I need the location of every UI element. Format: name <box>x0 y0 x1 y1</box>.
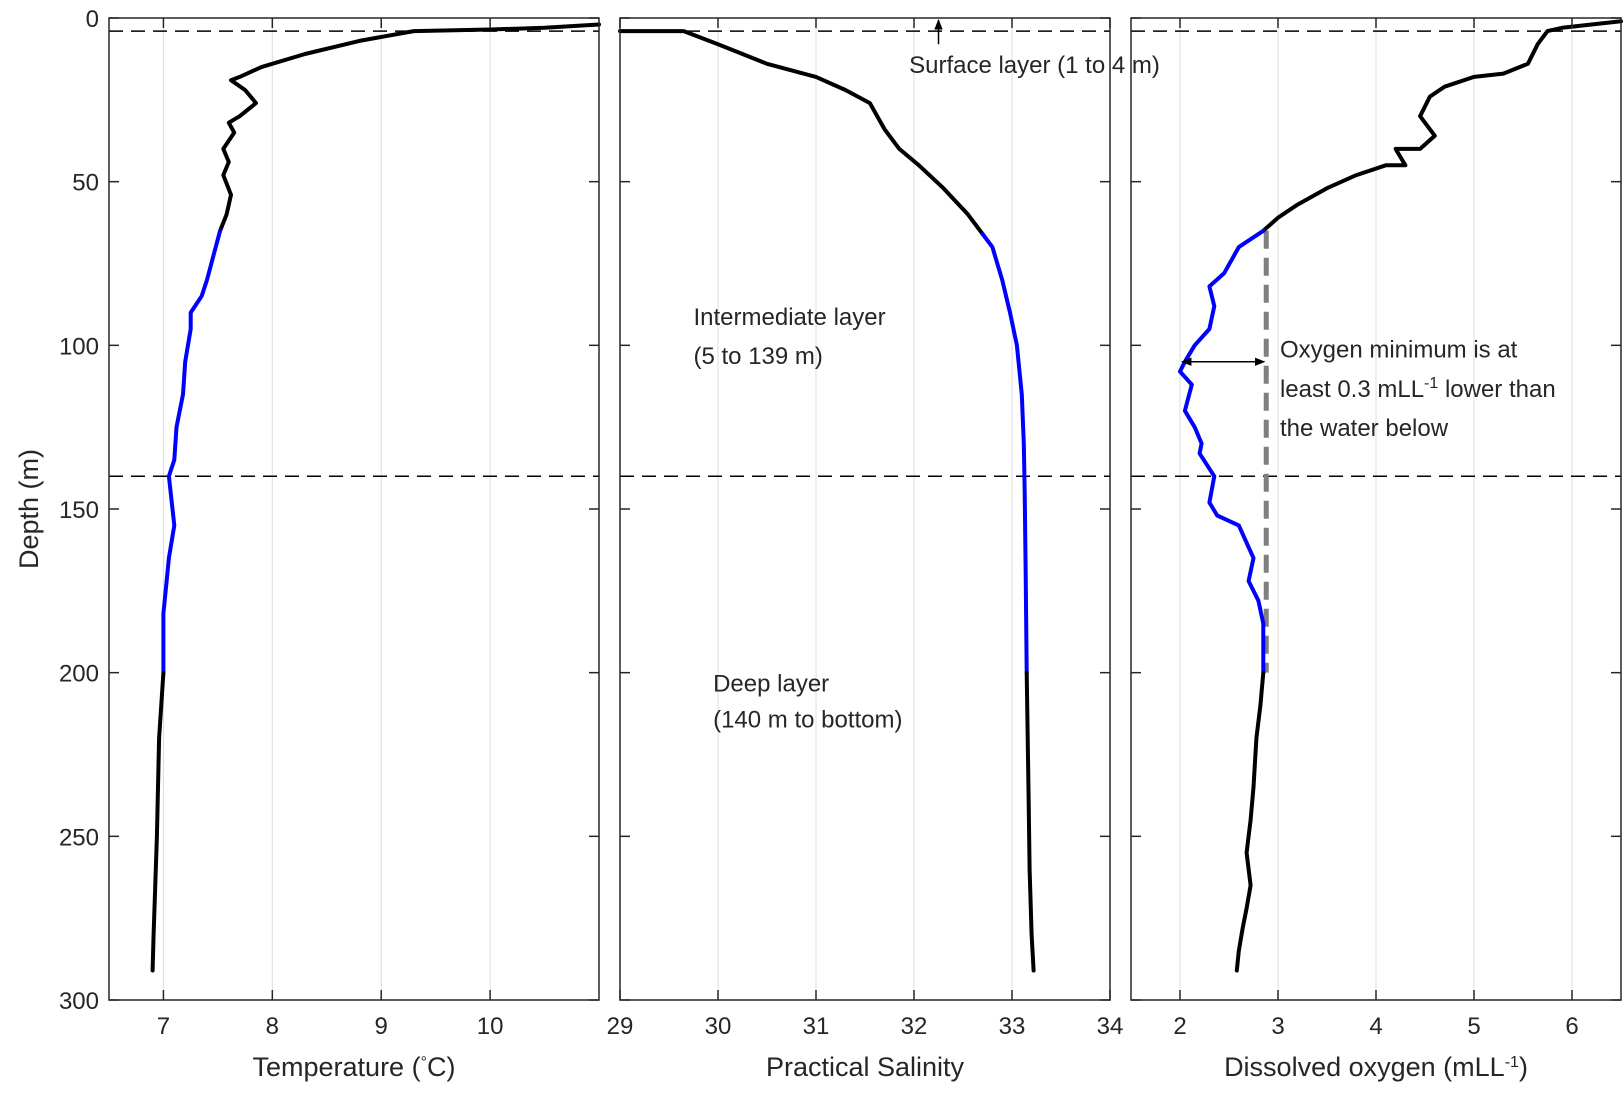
annotation-text-p3-1: least 0.3 mLL-1 lower than <box>1280 375 1556 403</box>
x-axis-label-p3: Dissolved oxygen (mLL-1) <box>1224 1052 1528 1082</box>
profile-line-p1-s0 <box>220 25 599 231</box>
y-axis-label: Depth (m) <box>14 449 44 569</box>
y-tick-label-1: 50 <box>72 170 99 197</box>
annotation-text-p2-2: (5 to 139 m) <box>694 343 823 370</box>
x-tick-label-p3-4: 6 <box>1565 1013 1578 1040</box>
x-tick-label-p3-3: 5 <box>1467 1013 1480 1040</box>
x-tick-label-p2-5: 34 <box>1097 1013 1124 1040</box>
axes-frame-p1 <box>109 18 599 1000</box>
x-tick-label-p2-1: 30 <box>705 1013 732 1040</box>
profile-line-p2-s1 <box>983 234 1027 673</box>
axes-frame-p2 <box>620 18 1110 1000</box>
y-tick-label-2: 100 <box>59 333 99 360</box>
y-tick-label-4: 200 <box>59 661 99 688</box>
x-tick-label-p2-3: 32 <box>901 1013 928 1040</box>
annotation-text-p2-4: (140 m to bottom) <box>713 706 902 733</box>
annotation-text-p2-0: Surface layer (1 to 4 m) <box>909 52 1160 79</box>
annotation-text-p2-1: Intermediate layer <box>694 304 886 331</box>
y-tick-label-0: 0 <box>86 6 99 33</box>
x-tick-label-p1-3: 10 <box>477 1013 504 1040</box>
x-tick-label-p1-1: 8 <box>266 1013 279 1040</box>
x-tick-label-p2-4: 33 <box>999 1013 1026 1040</box>
x-tick-label-p1-0: 7 <box>157 1013 170 1040</box>
profile-line-p3-s2 <box>1237 673 1264 971</box>
y-tick-label-6: 300 <box>59 988 99 1015</box>
profile-line-p3-s0 <box>1263 21 1621 231</box>
x-tick-label-p2-0: 29 <box>607 1013 634 1040</box>
x-tick-label-p1-2: 9 <box>375 1013 388 1040</box>
x-tick-label-p3-2: 4 <box>1369 1013 1382 1040</box>
profile-line-p2-s2 <box>1027 673 1034 971</box>
x-axis-label-p1: Temperature (°C) <box>253 1052 456 1082</box>
y-tick-label-3: 150 <box>59 497 99 524</box>
x-axis-label-p2: Practical Salinity <box>766 1052 965 1082</box>
profile-line-p1-s2 <box>153 673 164 971</box>
x-tick-label-p2-2: 31 <box>803 1013 830 1040</box>
annotation-text-p3-0: Oxygen minimum is at <box>1280 337 1518 364</box>
profile-line-p3-s1 <box>1180 231 1263 673</box>
profile-line-p1-s1 <box>163 231 220 673</box>
annotation-text-p3-2: the water below <box>1280 415 1449 442</box>
x-tick-label-p3-1: 3 <box>1271 1013 1284 1040</box>
annotation-text-p2-3: Deep layer <box>713 670 829 697</box>
x-tick-label-p3-0: 2 <box>1173 1013 1186 1040</box>
y-tick-label-5: 250 <box>59 824 99 851</box>
